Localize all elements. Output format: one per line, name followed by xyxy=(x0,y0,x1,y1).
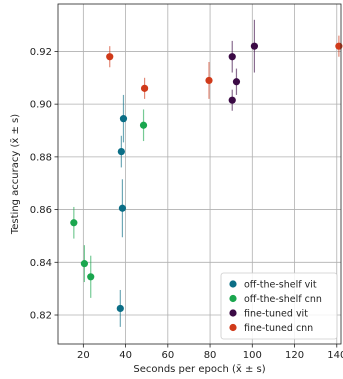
data-point xyxy=(250,42,259,50)
y-axis-label: Testing accuracy (x̄ ± s) xyxy=(10,114,21,235)
x-tick-label: 20 xyxy=(77,350,90,361)
data-point xyxy=(228,53,236,61)
data-point xyxy=(119,115,128,123)
data-point xyxy=(117,147,125,156)
data-point xyxy=(232,78,241,86)
y-tick-label: 0.82 xyxy=(30,311,52,322)
legend-label: off-the-shelf cnn xyxy=(244,294,322,305)
y-tick-label: 0.90 xyxy=(30,100,52,111)
data-point xyxy=(80,260,88,268)
data-point xyxy=(87,273,95,281)
legend-marker xyxy=(229,309,237,317)
y-tick-label: 0.86 xyxy=(30,205,52,216)
legend-marker xyxy=(229,323,237,332)
x-axis-label: Seconds per epoch (x̄ ± s) xyxy=(133,364,265,375)
y-tick-label: 0.88 xyxy=(30,152,52,163)
legend-label: fine-tuned vit xyxy=(244,309,308,320)
x-tick-label: 100 xyxy=(243,350,262,361)
legend: off-the-shelf vit off-the-shelf cnn fine-t… xyxy=(220,272,338,340)
data-point xyxy=(139,121,148,129)
grid xyxy=(58,4,341,344)
ticks: 20 40 60 80 100 120 140 0.82 0.84 0.86 0.88 0.90 0.9… xyxy=(30,47,343,361)
data-point xyxy=(118,204,127,212)
legend-box xyxy=(220,272,338,340)
x-tick-label: 40 xyxy=(119,350,132,361)
legend-label: off-the-shelf vit xyxy=(244,280,317,291)
y-tick-label: 0.92 xyxy=(30,47,52,58)
x-tick-label: 140 xyxy=(327,350,343,361)
x-tick-label: 60 xyxy=(161,350,174,361)
legend-label: fine-tuned cnn xyxy=(244,323,313,334)
legend-marker xyxy=(229,294,237,303)
data-point xyxy=(116,304,124,313)
plot-frame xyxy=(57,3,342,345)
legend-marker xyxy=(229,280,237,288)
data-point xyxy=(140,84,149,92)
x-tick-label: 120 xyxy=(285,350,304,361)
data-point xyxy=(70,219,78,227)
x-tick-label: 80 xyxy=(204,350,217,361)
data-point xyxy=(335,42,343,50)
y-tick-label: 0.84 xyxy=(30,258,52,269)
data-point xyxy=(106,53,114,61)
data-point xyxy=(228,96,236,104)
data-point xyxy=(205,76,213,85)
